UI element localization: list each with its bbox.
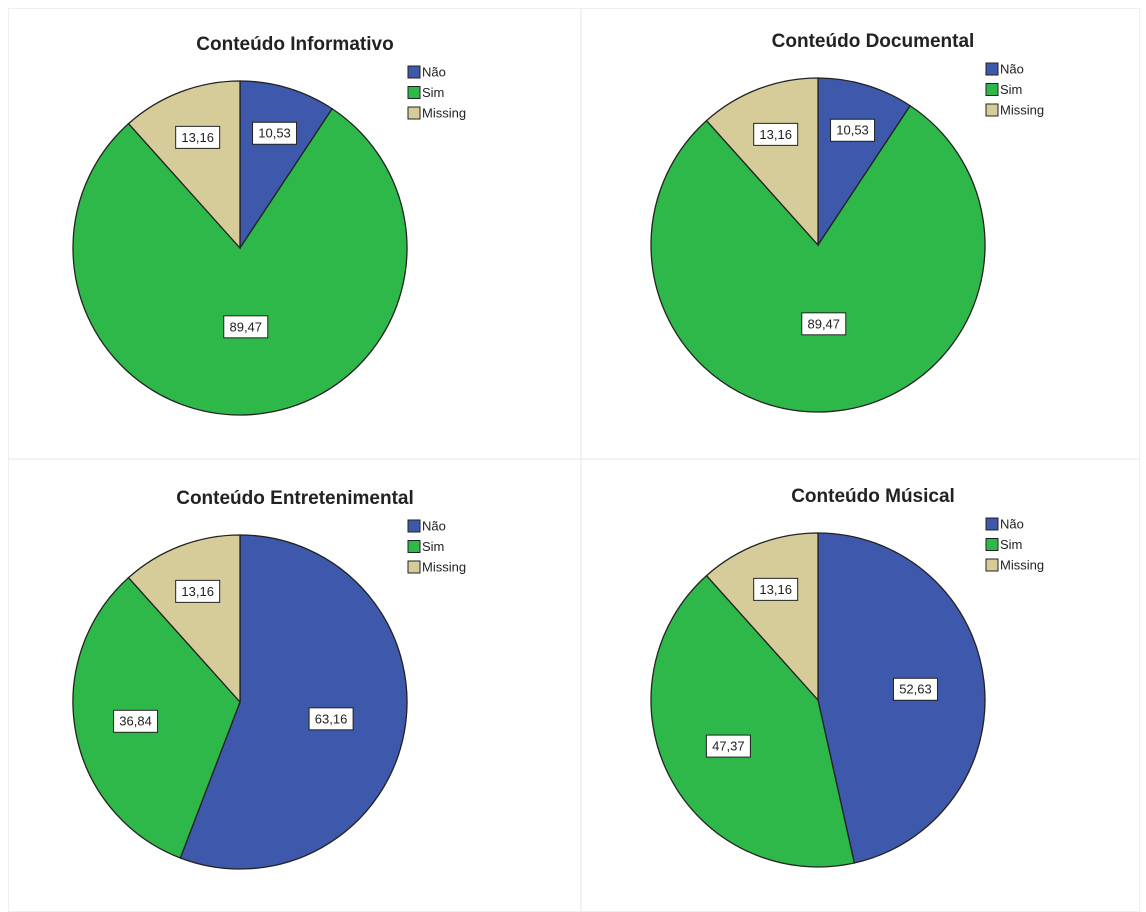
pie-slice [127, 80, 241, 250]
legend-swatch [985, 538, 999, 551]
pie-slice [650, 104, 986, 413]
value-label-box [753, 577, 799, 601]
pie-slice [705, 77, 819, 247]
pie-slice [72, 107, 408, 416]
legend-label: Não [1000, 61, 1024, 76]
chart-title: Conteúdo Músical [791, 486, 955, 507]
legend-label: Missing [1000, 102, 1044, 117]
pie-slice [179, 534, 408, 870]
legend-label: Não [422, 64, 446, 79]
chart-title: Conteúdo Informativo [196, 34, 393, 55]
value-label: 13,16 [759, 127, 792, 142]
value-label: 13,16 [181, 130, 214, 145]
legend-swatch [407, 86, 421, 99]
legend-swatch [985, 83, 999, 96]
value-label: 13,16 [759, 582, 792, 597]
value-label-box [705, 734, 751, 758]
legend-label: Missing [1000, 557, 1044, 572]
value-label-box [892, 677, 938, 701]
legend-label: Sim [422, 85, 444, 100]
value-label: 47,37 [712, 739, 745, 754]
value-label-box [223, 315, 269, 339]
legend-swatch [985, 62, 999, 76]
legend-swatch [407, 106, 421, 120]
value-label: 10,53 [836, 123, 869, 138]
value-label-box [175, 125, 221, 149]
chart-title: Conteúdo Documental [772, 31, 975, 52]
legend-swatch [985, 558, 999, 572]
legend-swatch [407, 519, 421, 533]
value-label-box [252, 121, 298, 145]
value-label-box [175, 579, 221, 603]
value-label: 89,47 [229, 319, 262, 334]
legend-label: Sim [1000, 82, 1022, 97]
legend-swatch [407, 560, 421, 574]
legend-swatch [985, 517, 999, 531]
value-label: 10,53 [258, 126, 291, 141]
legend-swatch [407, 65, 421, 79]
value-label: 36,84 [119, 714, 152, 729]
legend-label: Sim [422, 539, 444, 554]
pie-slice [650, 574, 856, 868]
value-label-box [113, 709, 159, 733]
pie-slice [705, 532, 819, 702]
value-label: 89,47 [807, 316, 840, 331]
value-label: 63,16 [315, 711, 348, 726]
chart-title: Conteúdo Entretenimental [176, 488, 414, 509]
value-label-box [308, 707, 354, 731]
legend-label: Não [1000, 516, 1024, 531]
legend-label: Sim [1000, 537, 1022, 552]
legend-swatch [985, 103, 999, 117]
legend-swatch [407, 540, 421, 553]
value-label: 13,16 [181, 584, 214, 599]
legend-label: Missing [422, 559, 466, 574]
legend-label: Não [422, 518, 446, 533]
value-label-box [801, 312, 847, 336]
value-label-box [753, 122, 799, 146]
value-label-box [830, 118, 876, 142]
pie-slice [127, 534, 241, 704]
legend-label: Missing [422, 105, 466, 120]
value-label: 52,63 [899, 682, 932, 697]
